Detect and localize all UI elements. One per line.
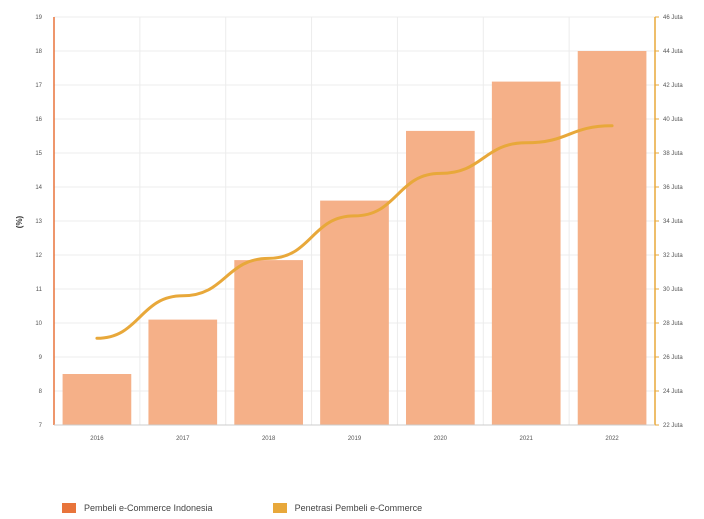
line-series [95, 124, 614, 340]
legend-item-line[interactable]: Penetrasi Pembeli e-Commerce [272, 503, 423, 513]
y-tick-label: 19 [35, 15, 42, 21]
y-tick-label: 14 [35, 185, 42, 191]
y-tick-label: 13 [35, 219, 42, 225]
legend-label-line: Penetrasi Pembeli e-Commerce [294, 503, 423, 513]
y-tick-label: 18 [35, 49, 42, 55]
bar-2022 [577, 51, 647, 425]
legend: Pembeli e-Commerce Indonesia Penetrasi P… [62, 503, 422, 513]
y2-tick-label: 28 Juta [663, 321, 683, 327]
bar-2016 [62, 374, 132, 425]
bar-2018 [234, 260, 303, 425]
y-axis-label: (%) [15, 215, 24, 228]
legend-label-bar: Pembeli e-Commerce Indonesia [84, 503, 213, 513]
bar-2021 [491, 81, 561, 425]
y-tick-label: 7 [39, 423, 43, 429]
legend-swatch-bar [62, 503, 76, 513]
y-tick-label: 9 [39, 355, 43, 361]
y-tick-label: 11 [36, 287, 43, 293]
y2-tick-label: 42 Juta [663, 83, 683, 89]
x-tick-label: 2018 [262, 436, 276, 442]
bar-2020 [406, 130, 475, 425]
y-tick-label: 16 [35, 117, 42, 123]
y2-tick-label: 32 Juta [663, 253, 683, 259]
x-tick-label: 2022 [605, 436, 619, 442]
y-tick-label: 8 [39, 389, 43, 395]
y2-tick-label: 24 Juta [663, 389, 683, 395]
y2-tick-label: 46 Juta [663, 15, 683, 21]
y2-tick-label: 40 Juta [663, 117, 683, 123]
y2-tick-label: 38 Juta [663, 151, 683, 157]
y2-tick-label: 34 Juta [663, 219, 683, 225]
x-tick-label: 2016 [90, 436, 104, 442]
y2-tick-label: 26 Juta [663, 355, 683, 361]
y2-tick-label: 44 Juta [663, 49, 683, 55]
y-tick-label: 17 [35, 83, 42, 89]
y2-tick-label: 22 Juta [663, 423, 683, 429]
bar-2019 [320, 200, 389, 425]
legend-item-bar[interactable]: Pembeli e-Commerce Indonesia [62, 503, 213, 513]
x-tick-label: 2020 [434, 436, 448, 442]
y-tick-label: 10 [35, 321, 42, 327]
y-tick-label: 15 [35, 151, 42, 157]
bar-series [62, 51, 647, 425]
y2-tick-label: 36 Juta [663, 185, 683, 191]
y-tick-label: 12 [35, 253, 42, 259]
x-axis-ticks: 2016 2017 2018 2019 2020 2021 2022 [90, 436, 619, 442]
y2-axis-ticks: 22 Juta 24 Juta 26 Juta 28 Juta 30 Juta 32 Ju… [655, 15, 683, 429]
x-tick-label: 2017 [176, 436, 190, 442]
legend-swatch-line [272, 503, 287, 513]
x-tick-label: 2019 [348, 436, 362, 442]
bar-2017 [148, 319, 218, 425]
y-axis-ticks: 7 8 9 10 11 12 13 14 15 16 17 18 19 [35, 15, 42, 429]
y2-tick-label: 30 Juta [663, 287, 683, 293]
x-tick-label: 2021 [520, 436, 534, 442]
